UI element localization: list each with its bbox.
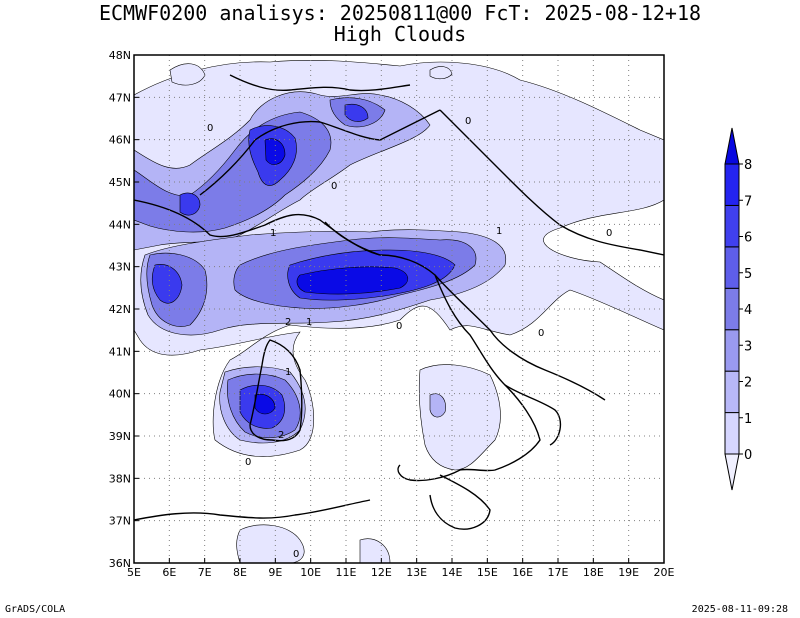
lon-tick-label: 19E [618,566,639,579]
contour-label: 0 [606,228,612,239]
lon-tick-label: 6E [162,566,176,579]
contour-label: 2 [285,317,291,328]
contour-label: 0 [538,328,544,339]
contour-label: 0 [396,321,402,332]
colorbar-top-arrow [724,127,740,165]
lat-tick-label: 37N [109,515,131,528]
lat-tick-label: 46N [109,134,131,147]
contour-label: 0 [207,123,213,134]
lat-tick-label: 42N [109,303,131,316]
map-subtitle: High Clouds [333,22,467,46]
lon-tick-label: 13E [406,566,427,579]
lat-tick-label: 45N [109,176,131,189]
colorbar-label: 6 [744,231,752,246]
lat-tick-label: 36N [109,557,131,570]
colorbar-label: 0 [744,448,752,463]
colorbar-segment [724,204,740,248]
contour-label: 1 [496,226,502,237]
map-title: ECMWF0200 analisys: 20250811@00 FcT: 202… [98,1,702,25]
colorbar-segment [724,163,740,206]
lat-tick-label: 48N [109,49,131,62]
lon-tick-label: 11E [336,566,357,579]
colorbar-segment [724,412,740,455]
lon-tick-label: 5E [127,566,141,579]
lon-tick-label: 12E [371,566,392,579]
colorbar-label: 8 [744,158,752,173]
lat-tick-label: 44N [109,218,131,231]
lat-tick-label: 40N [109,388,131,401]
contour-label: 1 [270,228,276,239]
lat-tick-label: 41N [109,345,131,358]
lon-tick-label: 20E [654,566,675,579]
cloud-field-level-8 [254,138,408,415]
lon-tick-label: 15E [477,566,498,579]
lat-axis: 36N 37N 38N 39N 40N 41N 42N 43N 44N 45N 46N 47N 48N [109,49,139,570]
colorbar-label: 2 [744,376,752,391]
lat-tick-label: 38N [109,472,131,485]
lat-tick-label: 43N [109,261,131,274]
lon-tick-label: 17E [548,566,569,579]
coastlines-borders [134,74,664,530]
colorbar: 0 1 2 3 4 5 6 7 8 [724,127,752,491]
lon-tick-label: 16E [512,566,533,579]
contour-label: 0 [331,181,337,192]
contour-label: 2 [278,430,284,441]
colorbar-segment [724,287,740,331]
lat-tick-label: 39N [109,430,131,443]
contour-label: 1 [306,317,312,328]
colorbar-label: 4 [744,303,752,318]
lon-tick-label: 7E [198,566,212,579]
lon-axis: 5E 6E 7E 8E 9E 10E 11E 12E 13E 14E 15E 16E 17E 18E 19E… [127,558,675,579]
lon-tick-label: 8E [233,566,247,579]
contour-labels: 0 0 0 0 0 0 0 0 1 1 2 1 2 1 [207,116,612,560]
lon-tick-label: 9E [268,566,282,579]
colorbar-label: 7 [744,194,752,209]
lon-tick-label: 18E [583,566,604,579]
colorbar-label: 3 [744,339,752,354]
lon-tick-label: 14E [442,566,463,579]
lat-tick-label: 47N [109,91,131,104]
colorbar-label: 1 [744,412,752,427]
colorbar-segment [724,246,740,289]
colorbar-label: 5 [744,267,752,282]
contour-label: 0 [293,549,299,560]
map-grid [134,55,664,563]
contour-label: 1 [285,367,291,378]
contour-label: 0 [465,116,471,127]
colorbar-segment [724,370,740,414]
contour-label: 0 [245,457,251,468]
footer-timestamp: 2025-08-11-09:28 [691,604,788,615]
lon-tick-label: 10E [300,566,321,579]
colorbar-segment [724,329,740,372]
footer-credit: GrADS/COLA [5,604,66,615]
colorbar-bottom-arrow [724,453,740,491]
